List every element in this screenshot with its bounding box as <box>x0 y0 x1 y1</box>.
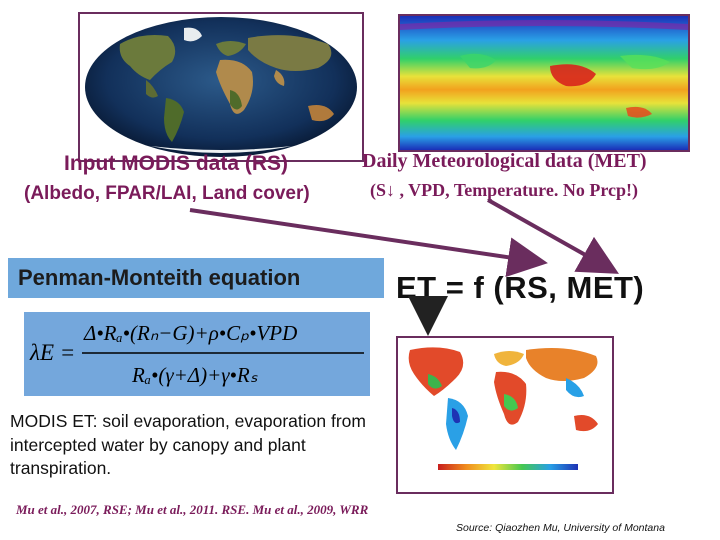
et-map-image <box>396 336 614 494</box>
globe-image <box>78 12 364 162</box>
rs-subtitle: (Albedo, FPAR/LAI, Land cover) <box>24 183 310 204</box>
met-arrow <box>487 198 619 274</box>
rs-arrow <box>189 208 548 278</box>
global-et-map-icon <box>398 338 612 492</box>
source-credit: Source: Qiaozhen Mu, University of Monta… <box>456 522 665 534</box>
formula-denominator: Rₐ•(γ+Δ)+γ•Rₛ <box>131 363 258 387</box>
met-subtitle: (S↓ , VPD, Temperature. No Prcp!) <box>370 180 638 200</box>
formula-box: λE = Δ•Rₐ•(Rₙ−G)+ρ•Cₚ•VPD Rₐ•(γ+Δ)+γ•Rₛ <box>24 312 370 396</box>
formula-graphic: λE = Δ•Rₐ•(Rₙ−G)+ρ•Cₚ•VPD Rₐ•(γ+Δ)+γ•Rₛ <box>29 321 364 387</box>
rs-title: Input MODIS data (RS) <box>64 152 288 175</box>
description-text: MODIS ET: soil evaporation, evaporation … <box>10 411 366 478</box>
met-title: Daily Meteorological data (MET) <box>362 150 647 172</box>
met-map-image <box>398 14 690 152</box>
pm-banner <box>8 258 384 298</box>
et-equation: ET = f (RS, MET) <box>396 270 645 305</box>
global-meteorology-map-icon <box>400 16 688 150</box>
references: Mu et al., 2007, RSE; Mu et al., 2011. R… <box>16 502 369 517</box>
earth-globe-icon <box>85 17 357 157</box>
formula-lhs: λE = <box>29 340 75 365</box>
pm-title: Penman-Monteith equation <box>18 265 301 290</box>
formula-numerator: Δ•Rₐ•(Rₙ−G)+ρ•Cₚ•VPD <box>83 321 297 345</box>
